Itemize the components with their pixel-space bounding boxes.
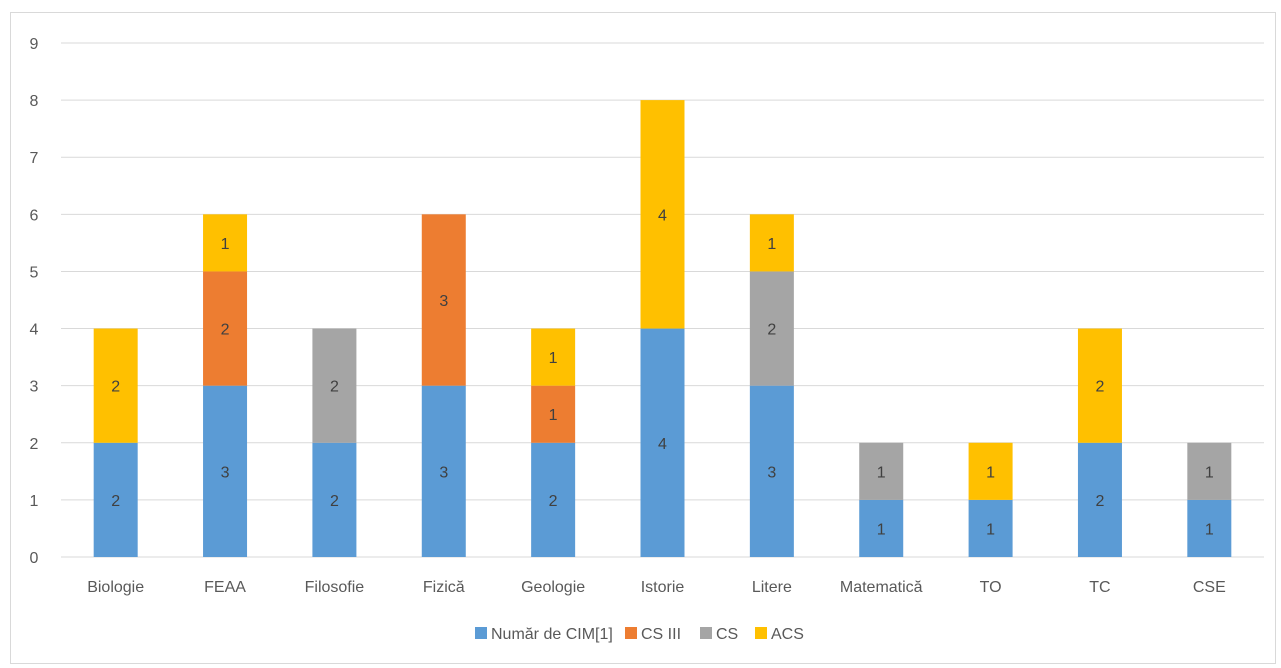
data-label: 1	[986, 521, 995, 538]
data-label: 1	[1205, 464, 1214, 481]
bars: 2 2 3 2 1 2 2 3 3 2 1 1 4 4 3 2 1 1 1 1 1 2 2 1 1	[93, 100, 1232, 557]
y-tick-label: 8	[30, 93, 39, 110]
bar-segment	[312, 328, 357, 443]
data-label: 3	[767, 464, 776, 481]
legend-swatch	[625, 627, 637, 639]
legend: Număr de CIM[1] CS III CS ACS	[475, 626, 804, 643]
bar-segment	[1187, 442, 1232, 500]
data-label: 2	[111, 379, 120, 396]
x-tick-label: FEAA	[204, 579, 246, 596]
legend-swatch	[755, 627, 767, 639]
legend-label: CS III	[641, 626, 681, 643]
data-label: 2	[549, 493, 558, 510]
y-tick-label: 6	[30, 207, 39, 224]
bar-segment	[421, 385, 466, 557]
data-label: 1	[767, 236, 776, 253]
bar-segment	[203, 271, 248, 386]
data-label: 1	[221, 236, 230, 253]
bar-segment	[640, 328, 685, 557]
data-label: 1	[549, 407, 558, 424]
bar-segment	[749, 385, 794, 557]
y-tick-label: 3	[30, 379, 39, 396]
data-label: 2	[111, 493, 120, 510]
bar-segment	[968, 442, 1013, 500]
y-tick-label: 0	[30, 550, 39, 567]
data-label: 3	[221, 464, 230, 481]
data-label: 2	[221, 322, 230, 339]
bar-segment	[640, 100, 685, 329]
bar-segment	[859, 499, 904, 557]
x-tick-label: Istorie	[641, 579, 685, 596]
data-label: 1	[877, 464, 886, 481]
x-tick-label: Litere	[752, 579, 792, 596]
x-tick-label: Fizică	[423, 579, 465, 596]
data-label: 1	[877, 521, 886, 538]
legend-label: Număr de CIM[1]	[491, 626, 613, 643]
bar-segment	[531, 442, 576, 557]
y-tick-label: 2	[30, 436, 39, 453]
data-label: 3	[439, 464, 448, 481]
data-label: 1	[549, 350, 558, 367]
data-label: 2	[1096, 493, 1105, 510]
bar-segment	[1187, 499, 1232, 557]
legend-label: ACS	[771, 626, 804, 643]
bar-segment	[859, 442, 904, 500]
x-tick-label: Filosofie	[305, 579, 365, 596]
data-label: 2	[767, 322, 776, 339]
data-label: 4	[658, 436, 667, 453]
x-tick-label: Geologie	[521, 579, 585, 596]
bar-segment	[312, 442, 357, 557]
x-tick-label: Matematică	[840, 579, 923, 596]
x-axis: Biologie FEAA Filosofie Fizică Geologie Istor…	[87, 579, 1226, 596]
y-tick-label: 5	[30, 264, 39, 281]
y-tick-label: 4	[30, 322, 39, 339]
data-label: 1	[1205, 521, 1214, 538]
bar-segment	[93, 328, 138, 443]
x-tick-label: CSE	[1193, 579, 1226, 596]
y-axis: 0 1 2 3 4 5 6 7 8 9	[30, 36, 39, 567]
y-tick-label: 7	[30, 150, 39, 167]
y-tick-label: 1	[30, 493, 39, 510]
bar-segment	[1077, 442, 1122, 557]
bar-segment	[203, 214, 248, 272]
bar-segment	[749, 271, 794, 386]
bar-segment	[749, 214, 794, 272]
data-label: 3	[439, 293, 448, 310]
bar-segment	[531, 328, 576, 386]
legend-label: CS	[716, 626, 738, 643]
bar-segment	[968, 499, 1013, 557]
bar-segment	[203, 385, 248, 557]
data-label: 2	[330, 493, 339, 510]
bar-segment	[531, 385, 576, 443]
bar-segment	[93, 442, 138, 557]
data-label: 4	[658, 207, 667, 224]
legend-swatch	[475, 627, 487, 639]
data-label: 2	[330, 379, 339, 396]
legend-swatch	[700, 627, 712, 639]
bar-segment	[1077, 328, 1122, 443]
data-label: 1	[986, 464, 995, 481]
x-tick-label: Biologie	[87, 579, 144, 596]
x-tick-label: TO	[980, 579, 1002, 596]
y-tick-label: 9	[30, 36, 39, 53]
bar-segment	[421, 214, 466, 386]
x-tick-label: TC	[1089, 579, 1110, 596]
data-label: 2	[1096, 379, 1105, 396]
